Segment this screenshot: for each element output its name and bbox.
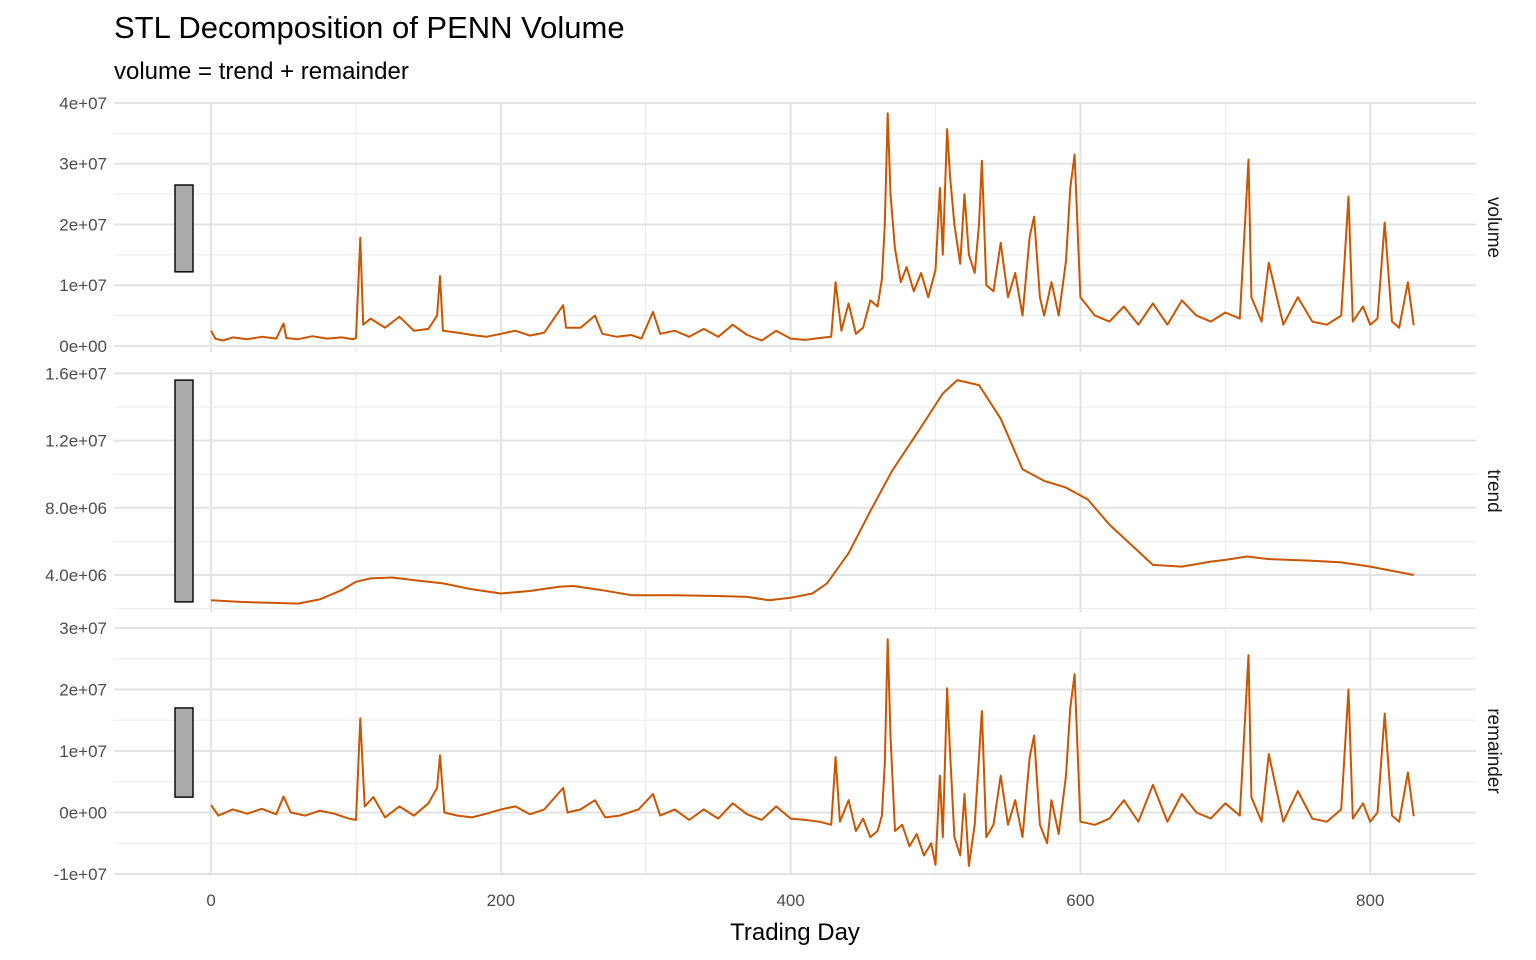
x-tick-label: 0 <box>206 891 215 910</box>
chart-subtitle: volume = trend + remainder <box>114 58 409 85</box>
strip-label-trend: trend <box>1483 469 1504 512</box>
panel-remainder: -1e+07 0e+00 1e+07 2e+07 3e+07 remainder <box>54 619 1504 884</box>
y-tick-label: 3e+07 <box>59 155 107 174</box>
series-line-trend <box>211 379 1414 605</box>
series-line-volume <box>210 112 1415 342</box>
chart-title: STL Decomposition of PENN Volume <box>114 10 625 45</box>
range-bar <box>174 707 194 798</box>
y-tick-label: 0e+00 <box>59 337 107 356</box>
y-tick-label: 4e+07 <box>59 94 107 113</box>
y-tick-label: 8.0e+06 <box>45 499 107 518</box>
x-tick-label: 400 <box>776 891 804 910</box>
range-bar <box>174 184 194 273</box>
strip-label-volume: volume <box>1483 197 1504 258</box>
series-line-remainder <box>210 638 1415 867</box>
y-tick-label: -1e+07 <box>54 865 107 884</box>
y-tick-label: 1e+07 <box>59 742 107 761</box>
strip-label-remainder: remainder <box>1483 708 1504 794</box>
x-axis-title: Trading Day <box>730 919 860 946</box>
range-bar <box>174 379 194 603</box>
y-tick-label: 1.6e+07 <box>45 364 107 383</box>
x-tick-label: 200 <box>487 891 515 910</box>
y-tick-label: 4.0e+06 <box>45 566 107 585</box>
panel-trend: 4.0e+06 8.0e+06 1.2e+07 1.6e+07 trend <box>45 364 1504 612</box>
y-tick-label: 2e+07 <box>59 681 107 700</box>
y-tick-label: 0e+00 <box>59 804 107 823</box>
y-tick-label: 1.2e+07 <box>45 432 107 451</box>
y-tick-label: 3e+07 <box>59 619 107 638</box>
x-tick-label: 600 <box>1066 891 1094 910</box>
x-tick-label: 800 <box>1356 891 1384 910</box>
y-tick-label: 1e+07 <box>59 276 107 295</box>
panel-volume: 0e+00 1e+07 2e+07 3e+07 4e+07 volume <box>59 94 1504 356</box>
y-tick-label: 2e+07 <box>59 215 107 234</box>
